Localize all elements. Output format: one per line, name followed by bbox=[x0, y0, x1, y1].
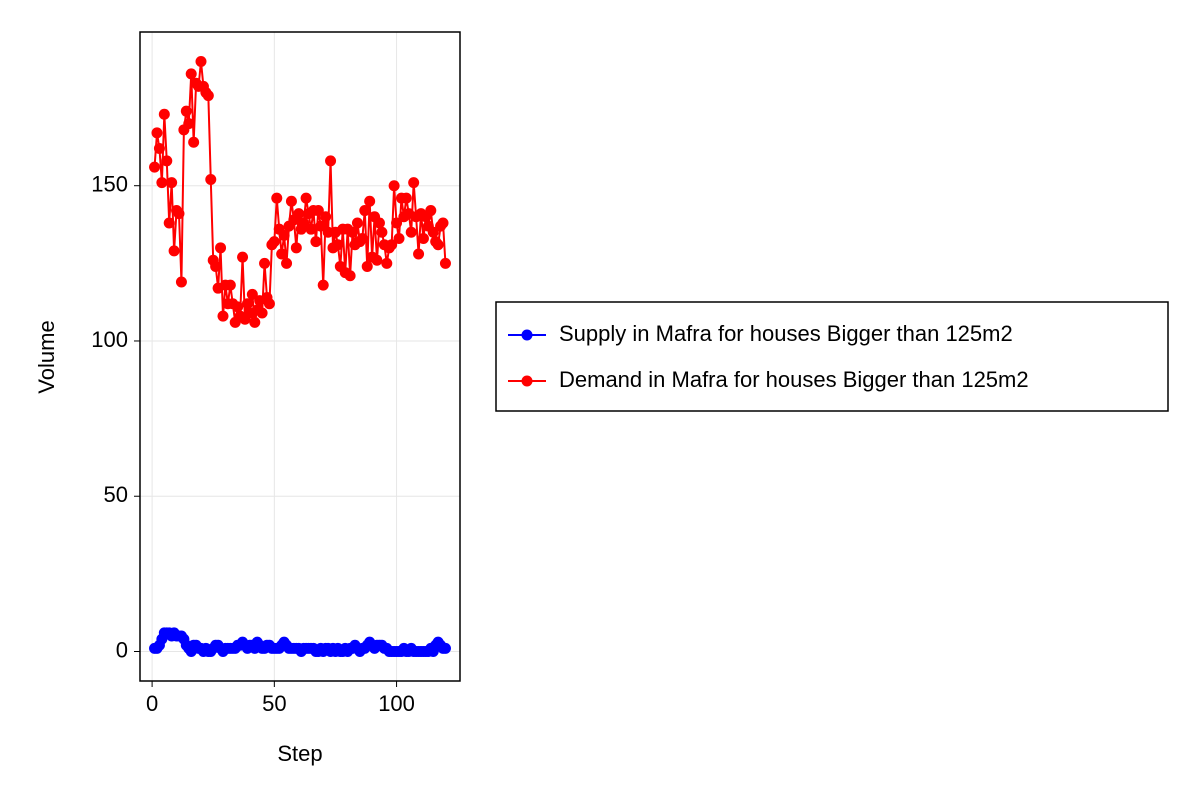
data-point bbox=[391, 217, 403, 229]
data-point bbox=[315, 220, 327, 232]
data-point bbox=[425, 205, 437, 217]
data-point bbox=[156, 177, 168, 189]
y-tick-label: 150 bbox=[91, 172, 128, 197]
data-point bbox=[158, 108, 170, 120]
data-point bbox=[195, 56, 207, 67]
data-point bbox=[168, 245, 180, 257]
data-point bbox=[237, 251, 249, 263]
x-tick-label: 100 bbox=[378, 691, 415, 716]
data-point bbox=[437, 217, 449, 229]
data-point bbox=[271, 192, 283, 204]
data-point bbox=[320, 211, 332, 223]
data-point bbox=[175, 276, 187, 288]
data-point bbox=[205, 174, 217, 185]
data-point bbox=[393, 233, 405, 244]
data-point bbox=[246, 288, 258, 300]
data-point bbox=[361, 260, 373, 272]
x-tick-label: 50 bbox=[262, 691, 286, 716]
data-point bbox=[215, 242, 227, 254]
data-point bbox=[427, 226, 439, 238]
data-point bbox=[371, 254, 383, 266]
data-point bbox=[285, 195, 297, 207]
data-point bbox=[188, 136, 200, 148]
data-point bbox=[232, 301, 244, 313]
data-point bbox=[224, 279, 236, 291]
data-point bbox=[408, 177, 420, 189]
data-point bbox=[163, 217, 175, 229]
data-point bbox=[386, 239, 398, 251]
data-point bbox=[183, 118, 195, 130]
data-point bbox=[166, 177, 178, 189]
data-point bbox=[347, 226, 359, 238]
data-point bbox=[290, 242, 302, 254]
data-point bbox=[373, 217, 385, 229]
data-point bbox=[417, 233, 429, 244]
data-point bbox=[217, 310, 229, 322]
data-point bbox=[364, 195, 376, 207]
data-point bbox=[439, 642, 451, 654]
y-axis-label: Volume bbox=[34, 320, 59, 393]
x-tick-label: 0 bbox=[146, 691, 158, 716]
data-point bbox=[439, 257, 451, 269]
data-point bbox=[381, 257, 393, 269]
data-point bbox=[351, 217, 363, 229]
data-point bbox=[151, 127, 163, 139]
data-point bbox=[332, 239, 344, 251]
legend-label: Demand in Mafra for houses Bigger than 1… bbox=[559, 367, 1029, 392]
data-point bbox=[388, 180, 400, 192]
y-tick-label: 100 bbox=[91, 327, 128, 352]
data-point bbox=[344, 270, 356, 282]
legend-marker bbox=[521, 329, 533, 341]
y-tick-label: 0 bbox=[116, 637, 128, 662]
data-point bbox=[300, 192, 312, 204]
data-point bbox=[185, 68, 197, 80]
data-point bbox=[359, 205, 371, 217]
data-point bbox=[173, 208, 185, 220]
series-line bbox=[153, 61, 447, 323]
plot-frame bbox=[139, 31, 461, 682]
data-point bbox=[293, 208, 305, 220]
data-point bbox=[376, 226, 388, 238]
x-axis-label: Step bbox=[277, 741, 322, 766]
y-tick-label: 50 bbox=[104, 482, 128, 507]
data-point bbox=[161, 155, 173, 167]
data-point bbox=[149, 161, 161, 173]
data-point bbox=[268, 236, 280, 248]
data-point bbox=[256, 307, 268, 319]
data-point bbox=[276, 248, 288, 260]
legend-label: Supply in Mafra for houses Bigger than 1… bbox=[559, 321, 1013, 346]
data-point bbox=[249, 316, 261, 328]
data-point bbox=[405, 226, 417, 238]
data-point bbox=[432, 239, 444, 251]
data-point bbox=[413, 248, 425, 260]
data-point bbox=[400, 192, 412, 204]
data-point bbox=[356, 233, 368, 244]
data-point bbox=[180, 105, 192, 117]
data-point bbox=[305, 223, 317, 235]
data-point bbox=[210, 260, 222, 272]
data-point bbox=[153, 142, 165, 154]
data-point bbox=[278, 229, 290, 241]
legend-marker bbox=[521, 375, 533, 387]
data-point bbox=[281, 257, 293, 269]
data-point bbox=[259, 257, 271, 269]
data-point bbox=[298, 217, 310, 229]
data-point bbox=[263, 298, 275, 310]
data-point bbox=[241, 298, 253, 310]
data-point bbox=[202, 90, 214, 102]
data-point bbox=[325, 155, 337, 167]
legend-box bbox=[495, 301, 1169, 412]
data-point bbox=[310, 236, 322, 248]
data-point bbox=[312, 205, 324, 217]
data-point bbox=[317, 279, 329, 291]
